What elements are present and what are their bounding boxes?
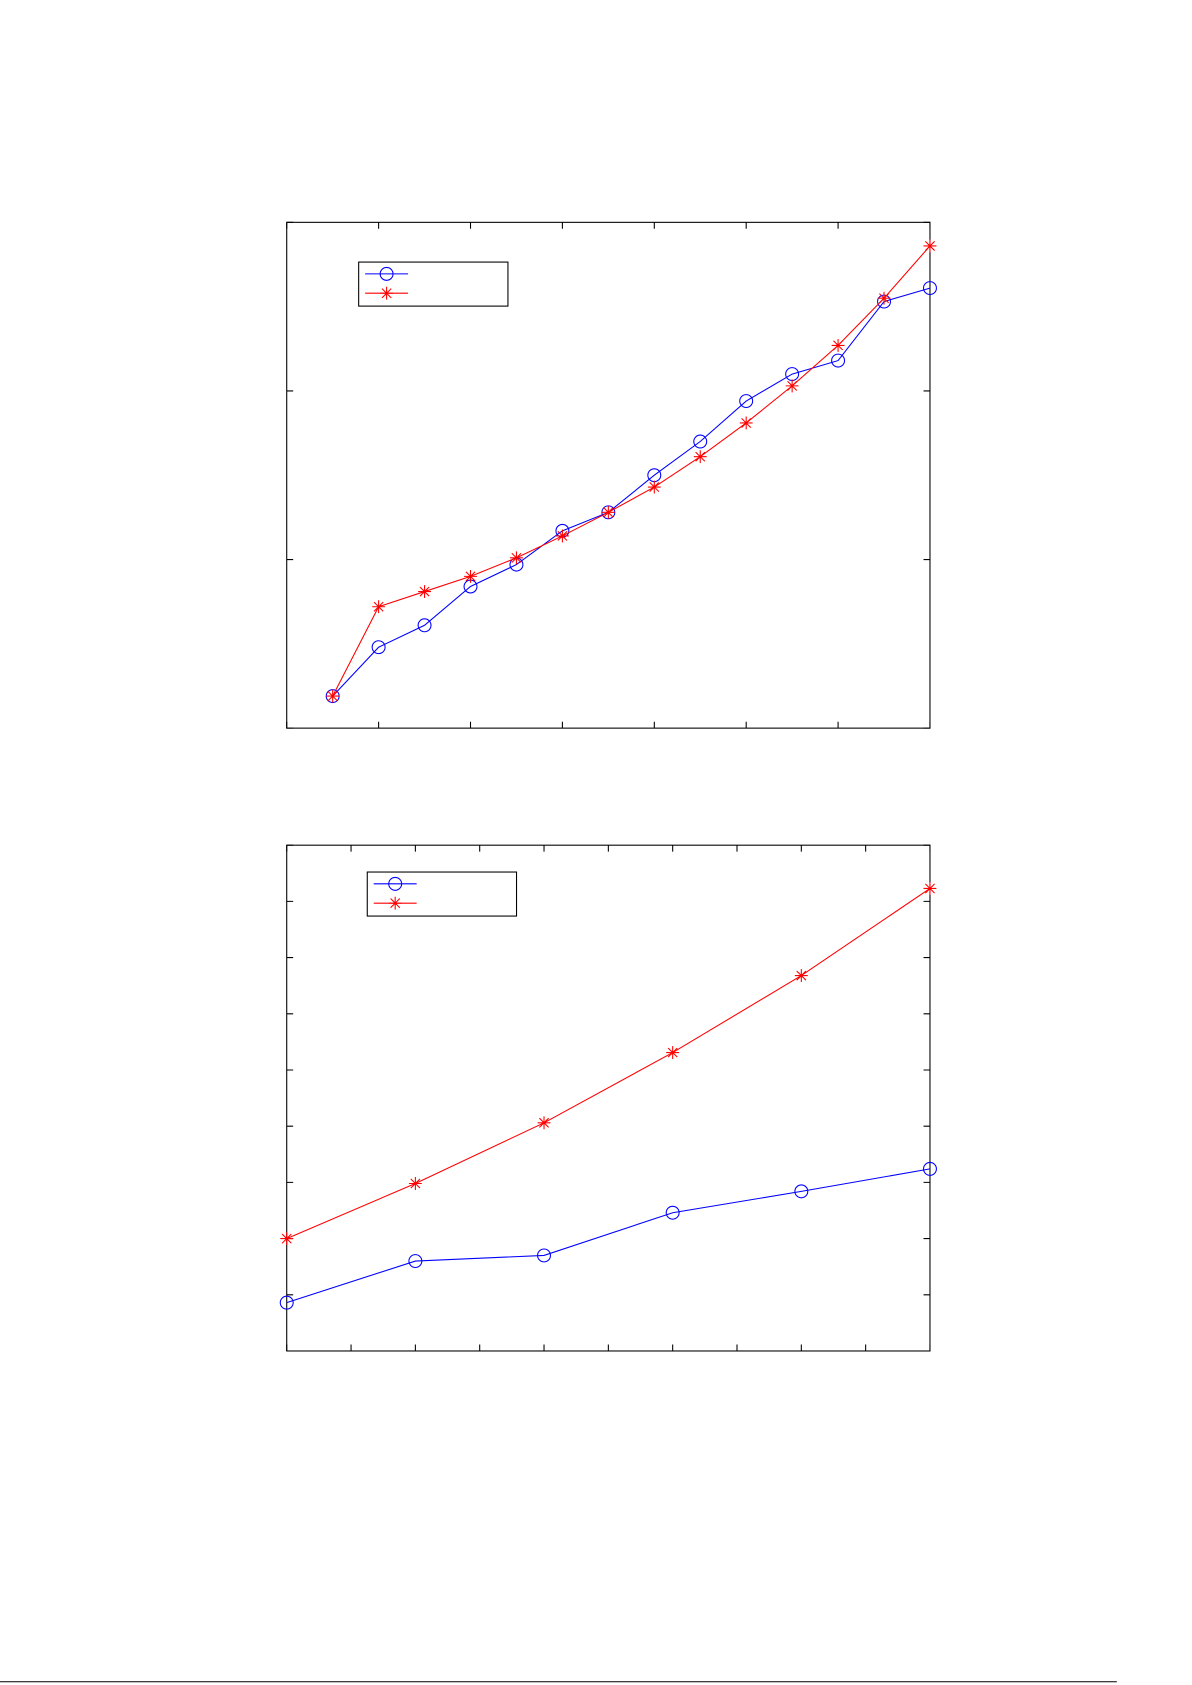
marker — [693, 450, 707, 464]
series-line — [286, 888, 931, 1240]
legend-marker — [388, 876, 403, 891]
marker — [408, 1254, 423, 1269]
marker — [831, 353, 846, 368]
legend-marker — [388, 896, 402, 910]
marker — [326, 689, 340, 703]
marker — [739, 394, 754, 409]
legend — [366, 871, 518, 917]
marker — [666, 1046, 680, 1060]
marker — [923, 882, 937, 895]
marker — [693, 434, 708, 449]
marker — [647, 480, 661, 494]
marker — [280, 1232, 294, 1246]
marker — [537, 1116, 551, 1130]
marker — [923, 239, 937, 253]
legend-marker — [379, 266, 394, 281]
marker — [794, 1184, 809, 1199]
marker — [510, 551, 523, 565]
marker — [785, 379, 799, 393]
marker — [372, 600, 386, 614]
marker — [739, 416, 753, 430]
marker — [794, 969, 808, 983]
marker — [418, 585, 432, 599]
marker — [537, 1248, 552, 1263]
marker — [371, 640, 386, 655]
plot-frame — [286, 844, 931, 1352]
marker — [279, 1295, 294, 1310]
marker — [555, 529, 569, 543]
marker — [408, 1177, 422, 1190]
series-line — [332, 287, 931, 697]
series-line — [332, 245, 931, 697]
marker — [464, 569, 477, 583]
legend — [358, 261, 509, 307]
marker — [417, 618, 432, 633]
marker — [877, 291, 891, 305]
series-line — [286, 1168, 931, 1304]
marker — [922, 281, 937, 296]
plot-frame — [286, 221, 931, 729]
marker — [922, 1161, 937, 1176]
marker — [831, 338, 845, 352]
marker — [665, 1205, 680, 1220]
marker — [601, 505, 615, 519]
legend-marker — [380, 286, 394, 300]
